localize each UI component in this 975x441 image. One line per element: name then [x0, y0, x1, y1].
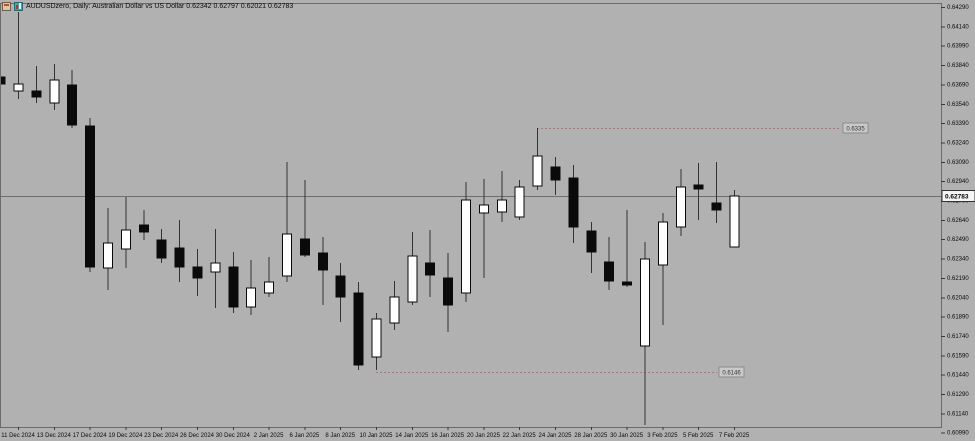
candle-bull[interactable] [461, 199, 471, 294]
price-axis-label: 0.61890 [947, 315, 969, 321]
price-axis-label: 0.61740 [947, 334, 969, 340]
candle-bull[interactable] [120, 229, 131, 250]
candle-bull[interactable] [478, 204, 489, 214]
candle-bull[interactable] [246, 287, 257, 308]
date-axis-label: 30 Jan 2025 [610, 433, 644, 439]
date-axis-label: 10 Jan 2025 [359, 433, 393, 439]
candle-bear[interactable] [85, 125, 96, 268]
candle-bull[interactable] [210, 262, 221, 273]
candle-bear[interactable] [228, 266, 239, 308]
price-level-label-box[interactable] [842, 122, 869, 134]
current-price-box [941, 189, 975, 202]
candle-bull[interactable] [496, 199, 507, 213]
date-axis-label: 26 Dec 2024 [180, 433, 215, 439]
price-axis-label: 0.62640 [947, 218, 969, 224]
candle-bear[interactable] [586, 230, 597, 253]
price-level-label: 0.6335 [846, 127, 865, 133]
candle-bear[interactable] [192, 266, 203, 279]
candle-bull[interactable] [729, 195, 740, 248]
date-axis-label: 6 Jan 2025 [290, 433, 320, 439]
chart-title: AUDUSDzero, Daily: Australian Dollar vs … [26, 3, 294, 10]
date-axis-label: 2 Jan 2025 [254, 433, 284, 439]
price-axis-label: 0.62190 [947, 276, 969, 282]
price-axis-label: 0.62940 [947, 179, 969, 185]
candle-bear[interactable] [299, 238, 310, 256]
date-axis-label: 3 Feb 2025 [647, 433, 678, 439]
price-axis-label: 0.62490 [947, 237, 969, 243]
candle-bear[interactable] [138, 224, 149, 233]
date-axis-label: 22 Jan 2025 [503, 433, 537, 439]
price-axis-label: 0.61440 [947, 373, 969, 379]
candle-bull[interactable] [49, 79, 60, 104]
candle-bear[interactable] [174, 247, 185, 268]
candle-bear[interactable] [156, 239, 167, 259]
price-axis-label: 0.61140 [947, 411, 969, 417]
price-axis-label: 0.61590 [947, 353, 969, 359]
date-axis-label: 19 Dec 2024 [108, 433, 143, 439]
plot-border [0, 3, 942, 428]
candle-bear[interactable] [31, 90, 42, 98]
candle-bear[interactable] [353, 292, 364, 366]
price-axis-label: 0.63540 [947, 102, 969, 108]
date-axis-label: 24 Jan 2025 [538, 433, 572, 439]
candle-bull[interactable] [103, 242, 113, 269]
chart-symbol-icon[interactable] [14, 2, 23, 11]
price-axis-label: 0.64140 [947, 24, 969, 30]
date-axis-label: 16 Jan 2025 [431, 433, 465, 439]
candle-bull[interactable] [675, 186, 686, 228]
price-axis-label: 0.63690 [947, 82, 969, 88]
candle-bull[interactable] [640, 258, 650, 347]
candle-bull[interactable] [407, 255, 418, 303]
price-level-label: 0.6146 [722, 371, 741, 377]
current-price-value: 0.62783 [945, 193, 969, 200]
candle-bear[interactable] [550, 166, 561, 181]
date-axis-label: 30 Dec 2024 [216, 433, 251, 439]
candle-bull[interactable] [657, 221, 668, 266]
candle-bear[interactable] [622, 281, 633, 286]
price-axis-label: 0.62340 [947, 257, 969, 263]
chart-titlebar: AUDUSDzero, Daily: Australian Dollar vs … [2, 1, 293, 12]
window-restore-icon[interactable] [2, 2, 11, 11]
candle-bull[interactable] [13, 83, 24, 92]
candle-bear[interactable] [425, 262, 436, 276]
candle-bear[interactable] [568, 177, 579, 228]
price-axis-label: 0.63390 [947, 121, 969, 127]
price-axis-label: 0.62040 [947, 295, 969, 301]
price-axis-label: 0.63840 [947, 63, 969, 69]
date-axis-label: 20 Jan 2025 [467, 433, 501, 439]
candle-bull[interactable] [371, 318, 382, 358]
date-axis-label: 17 Dec 2024 [73, 433, 108, 439]
price-axis-area[interactable] [942, 0, 975, 441]
price-axis-label: 0.63990 [947, 44, 969, 50]
date-axis-label: 23 Dec 2024 [144, 433, 179, 439]
candle-bear[interactable] [443, 277, 454, 306]
date-axis-label: 8 Jan 2025 [325, 433, 355, 439]
candle-bear[interactable] [317, 252, 328, 271]
date-axis-label: 5 Feb 2025 [683, 433, 714, 439]
date-axis-label: 28 Jan 2025 [574, 433, 608, 439]
date-axis-area[interactable] [0, 428, 941, 441]
date-axis-label: 11 Dec 2024 [1, 433, 35, 439]
price-axis-label: 0.63240 [947, 140, 969, 146]
candle-bear[interactable] [604, 261, 615, 282]
candle-bull[interactable] [532, 155, 543, 187]
candle-bull[interactable] [514, 186, 525, 218]
date-axis-label: 14 Jan 2025 [395, 433, 429, 439]
price-axis-label: 0.60990 [947, 431, 969, 437]
candle-bear[interactable] [335, 275, 346, 298]
candle-bear[interactable] [67, 84, 78, 126]
price-axis-label: 0.63090 [947, 160, 969, 166]
date-axis-label: 13 Dec 2024 [37, 433, 72, 439]
price-axis-label: 0.64290 [947, 5, 969, 11]
candle-bull[interactable] [389, 296, 400, 324]
candle-bear[interactable] [711, 202, 722, 211]
date-axis-label: 7 Feb 2025 [719, 433, 750, 439]
candle-bull[interactable] [282, 233, 292, 277]
candle-bull[interactable] [264, 281, 275, 294]
price-axis-label: 0.61290 [947, 392, 969, 398]
candle-bear[interactable] [693, 184, 704, 190]
price-level-label-box[interactable] [718, 366, 745, 378]
